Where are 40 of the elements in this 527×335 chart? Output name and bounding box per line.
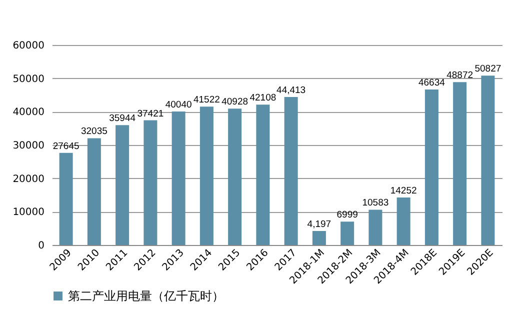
y-tick-label: 60000: [12, 40, 44, 52]
bar: [396, 197, 410, 245]
data-label: 27645: [52, 140, 80, 152]
bar: [481, 76, 495, 245]
y-tick-label: 20000: [12, 174, 44, 185]
y-tick-label: 10000: [12, 207, 44, 218]
data-label: 6999: [336, 210, 358, 221]
bar: [228, 108, 242, 245]
data-label: 35944: [109, 113, 136, 124]
data-label: 44,413: [276, 84, 306, 96]
y-tick-label: 50000: [12, 74, 44, 85]
bar: [256, 104, 270, 245]
bar: [144, 120, 158, 245]
bar: [340, 222, 354, 245]
bar: [424, 90, 438, 245]
bar: [312, 231, 326, 245]
bar: [87, 138, 101, 245]
bar: [59, 152, 73, 245]
bar: [453, 82, 467, 245]
data-label: 32035: [80, 126, 108, 138]
data-label: 4,197: [307, 219, 332, 230]
data-label: 46634: [418, 78, 445, 89]
data-label: 50827: [474, 64, 502, 75]
data-label: 14252: [390, 185, 417, 196]
data-label: 48872: [446, 70, 474, 82]
data-label: 10583: [362, 198, 389, 209]
data-label: 37421: [137, 108, 164, 120]
y-tick-label: 40000: [12, 107, 44, 118]
y-tick-label: 0: [38, 240, 44, 252]
bar: [368, 210, 382, 245]
data-label: 42108: [250, 92, 276, 104]
bar: [172, 112, 186, 245]
bar: [284, 96, 298, 245]
data-label: 41522: [193, 94, 220, 106]
y-tick-label: 30000: [12, 140, 44, 152]
data-label: 40928: [222, 96, 248, 108]
bar: [116, 125, 130, 245]
bar: [200, 106, 214, 245]
legend-label: 第二产业用电量（亿千瓦时）: [68, 289, 224, 303]
data-label: 40040: [165, 100, 192, 111]
